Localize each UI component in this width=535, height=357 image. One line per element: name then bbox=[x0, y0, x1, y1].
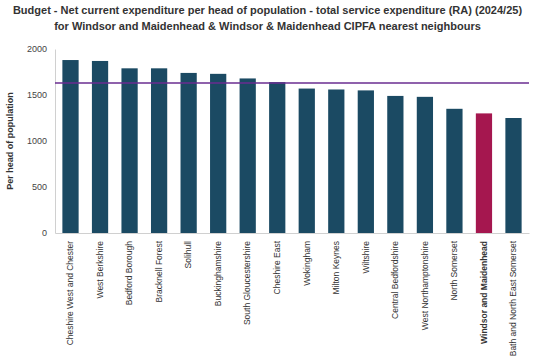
chart: Budget - Net current expenditure per hea… bbox=[0, 0, 535, 357]
bar bbox=[505, 118, 521, 233]
y-tick: 2000 bbox=[27, 44, 55, 54]
x-tick-label: North Somerset bbox=[449, 240, 459, 300]
bar bbox=[476, 113, 492, 233]
bar bbox=[328, 89, 344, 233]
y-tick-label: 0 bbox=[42, 228, 47, 238]
x-tick: Solihull bbox=[183, 233, 193, 268]
x-tick: North Somerset bbox=[449, 233, 459, 301]
x-tick-label: Wiltshire bbox=[361, 241, 371, 274]
x-tick-label: Buckinghamshire bbox=[213, 241, 223, 306]
x-tick: Cheshire East bbox=[272, 233, 282, 294]
x-tick: Cheshire West and Chester bbox=[65, 233, 75, 345]
y-axis-title: Per head of population bbox=[5, 92, 15, 190]
x-tick-label: Cheshire West and Chester bbox=[65, 241, 75, 345]
bar bbox=[446, 109, 462, 233]
bar bbox=[417, 97, 433, 233]
x-tick: Buckinghamshire bbox=[213, 233, 223, 306]
y-tick: 1500 bbox=[27, 90, 55, 100]
x-tick-label: Wokingham bbox=[301, 241, 311, 286]
x-tick-label: Solihull bbox=[183, 241, 193, 269]
x-tick-label: South Gloucestershire bbox=[242, 241, 252, 325]
y-tick-label: 2000 bbox=[27, 44, 47, 54]
x-tick-label: Bracknell Forest bbox=[154, 240, 164, 302]
x-tick: Wokingham bbox=[301, 233, 311, 286]
x-tick: Central Bedfordshire bbox=[390, 233, 400, 319]
x-tick-label: Central Bedfordshire bbox=[390, 241, 400, 319]
bar bbox=[210, 74, 226, 233]
x-tick-label: Milton Keynes bbox=[331, 241, 341, 294]
x-tick-label: West Northamptonshire bbox=[420, 241, 430, 330]
x-axis: Cheshire West and Chester West Berkshire B… bbox=[56, 233, 530, 356]
x-tick: Milton Keynes bbox=[331, 233, 341, 294]
x-tick: Wiltshire bbox=[361, 233, 371, 274]
bar bbox=[299, 89, 315, 233]
y-tick: 0 bbox=[42, 228, 55, 238]
x-tick-label: Bedford Borough bbox=[124, 241, 134, 306]
x-tick: Bracknell Forest bbox=[154, 233, 164, 302]
x-tick-label: West Berkshire bbox=[95, 241, 105, 299]
bar bbox=[92, 61, 108, 233]
bar bbox=[151, 68, 167, 233]
x-tick: Bath and North East Somerset bbox=[508, 233, 518, 356]
bar bbox=[121, 68, 137, 233]
y-tick: 500 bbox=[32, 182, 55, 192]
x-axis-line bbox=[56, 233, 530, 234]
x-tick: West Berkshire bbox=[95, 233, 105, 298]
x-tick-label: Cheshire East bbox=[272, 240, 282, 294]
title-line: Budget - Net current expenditure per hea… bbox=[13, 4, 522, 16]
x-tick: Windsor and Maidenhead bbox=[479, 233, 489, 344]
plot: 0 500 1000 1500 2000 Cheshire West and Cheste… bbox=[27, 44, 530, 356]
title-line: for Windsor and Maidenhead & Windsor & M… bbox=[54, 20, 481, 32]
bar bbox=[387, 96, 403, 233]
x-tick-label: Bath and North East Somerset bbox=[508, 240, 518, 356]
bar bbox=[181, 73, 197, 233]
bar bbox=[62, 60, 78, 233]
reference-line bbox=[55, 82, 529, 84]
x-tick: Bedford Borough bbox=[124, 233, 134, 305]
y-tick-label: 1500 bbox=[27, 90, 47, 100]
y-tick-label: 500 bbox=[32, 182, 47, 192]
x-tick-label: Windsor and Maidenhead bbox=[479, 241, 489, 344]
bars bbox=[55, 60, 529, 233]
y-tick: 1000 bbox=[27, 136, 55, 146]
y-axis: 0 500 1000 1500 2000 bbox=[27, 44, 56, 238]
bar bbox=[358, 90, 374, 233]
x-tick: West Northamptonshire bbox=[420, 233, 430, 330]
y-axis-line bbox=[55, 50, 56, 234]
bar bbox=[240, 78, 256, 233]
x-tick: South Gloucestershire bbox=[242, 233, 252, 325]
title: Budget - Net current expenditure per hea… bbox=[13, 4, 522, 32]
bar bbox=[269, 82, 285, 233]
y-tick-label: 1000 bbox=[27, 136, 47, 146]
